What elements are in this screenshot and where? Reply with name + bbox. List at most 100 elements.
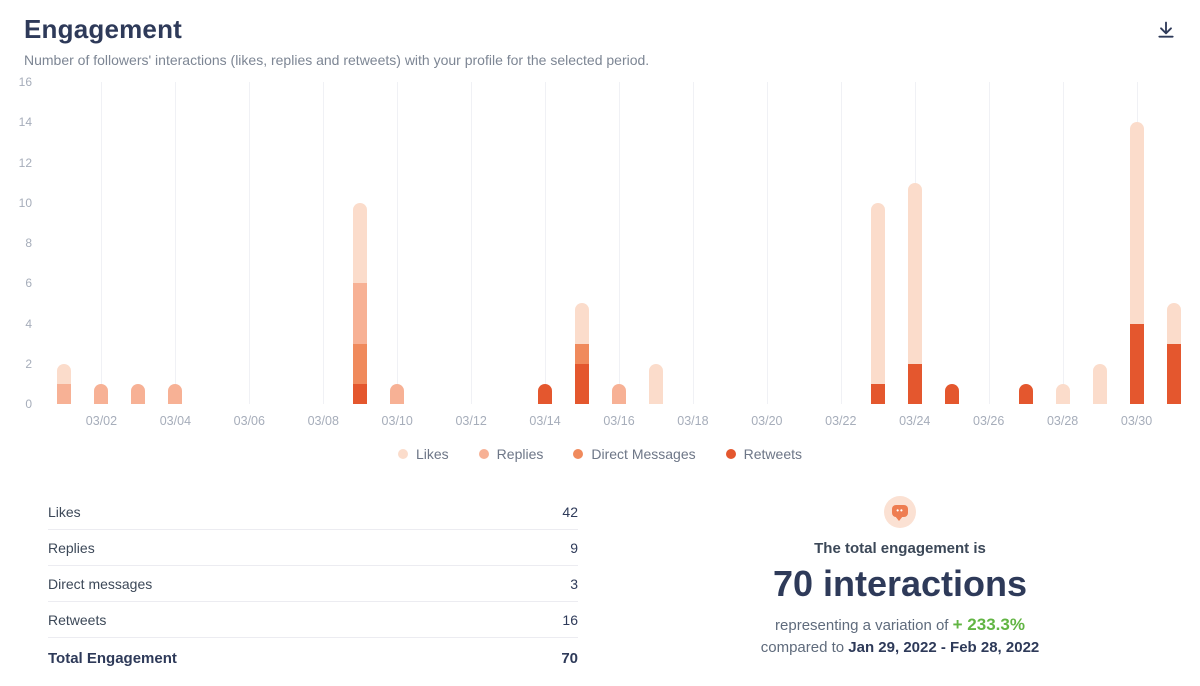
x-tick-label: 03/28 [1046, 414, 1079, 428]
summary-intro: The total engagement is [814, 540, 986, 557]
table-row-direct-messages: Direct messages 3 [48, 566, 578, 602]
bar-03/16[interactable] [612, 383, 626, 404]
gridline [840, 82, 842, 404]
bar-segment-retweets [870, 383, 885, 404]
direct-messages-dot-icon [573, 449, 584, 459]
replies-dot-icon [478, 449, 489, 459]
x-axis: 03/02 03/04 03/06 03/08 03/10 03/12 03/14 03/16… [46, 414, 1192, 432]
engagement-header: Engagement Number of followers' interact… [0, 0, 1200, 68]
legend-item-replies[interactable]: Replies [478, 446, 544, 462]
bar-03/23[interactable] [870, 202, 885, 404]
x-tick-label: 03/02 [85, 414, 118, 428]
gridline [766, 82, 768, 404]
y-tick-label: 16 [18, 75, 32, 89]
bar-03/02[interactable] [94, 383, 109, 404]
legend-label: Retweets [743, 446, 802, 462]
bar-03/15[interactable] [575, 303, 590, 404]
bar-segment-direct-messages [353, 343, 368, 384]
bar-03/14[interactable] [538, 383, 553, 404]
x-tick-label: 03/26 [973, 414, 1005, 428]
bar-segment-retweets [538, 383, 553, 404]
x-tick-label: 03/14 [529, 414, 561, 428]
stat-label: Direct messages [48, 575, 153, 592]
speech-bubble-icon: •• [884, 496, 916, 528]
x-tick-label: 03/12 [455, 414, 487, 428]
gridline [988, 82, 990, 404]
bar-03/24[interactable] [907, 182, 922, 404]
bar-03/25[interactable] [944, 383, 959, 404]
legend-label: Replies [496, 446, 544, 462]
bar-segment-replies [168, 383, 183, 404]
comparison-line: compared to Jan 29, 2022 - Feb 28, 2022 [761, 639, 1040, 656]
stat-label: Likes [48, 503, 81, 520]
y-tick-label: 14 [18, 115, 32, 130]
stat-value: 3 [570, 575, 578, 592]
gridline [1062, 82, 1064, 404]
bar-segment-likes [1129, 122, 1144, 324]
total-engagement-summary: •• The total engagement is 70 interactio… [578, 494, 1176, 678]
bar-03/29[interactable] [1092, 363, 1107, 404]
bar-segment-likes [353, 202, 368, 284]
bar-segment-likes [1055, 383, 1070, 404]
engagement-chart: 0 2 4 6 8 10 12 14 16 [0, 75, 1200, 411]
y-tick-label: 4 [25, 316, 32, 331]
legend-label: Direct Messages [591, 446, 696, 462]
compare-prefix: compared to [760, 639, 845, 656]
bar-segment-likes [57, 363, 72, 384]
bar-03/27[interactable] [1018, 383, 1033, 404]
bar-segment-retweets [907, 363, 922, 404]
bar-03/03[interactable] [131, 383, 146, 404]
bar-03/04[interactable] [168, 383, 183, 404]
bar-segment-replies [57, 383, 72, 404]
bar-segment-retweets [1166, 343, 1181, 404]
gridline [619, 82, 620, 404]
bar-03/10[interactable] [390, 383, 405, 404]
download-button[interactable] [1152, 16, 1180, 47]
bar-segment-likes [1092, 363, 1107, 404]
variation-prefix: representing a variation of [775, 617, 949, 634]
bar-03/01[interactable] [57, 363, 72, 404]
chart-legend: Likes Replies Direct Messages Retweets [0, 446, 1200, 462]
likes-dot-icon [397, 449, 408, 459]
bar-segment-likes [575, 303, 590, 344]
bubble-shape: •• [892, 505, 908, 521]
bottom-section: Likes 42 Replies 9 Direct messages 3 Ret… [0, 494, 1200, 678]
stat-value: 42 [562, 503, 578, 520]
legend-item-likes[interactable]: Likes [397, 446, 449, 462]
compare-date-range: Jan 29, 2022 - Feb 28, 2022 [848, 639, 1040, 656]
stat-label: Retweets [48, 611, 107, 628]
bubble-dots: •• [896, 506, 904, 515]
download-icon [1156, 21, 1176, 43]
total-value: 70 [561, 649, 578, 667]
y-tick-label: 2 [25, 356, 32, 371]
gridline [249, 82, 251, 404]
x-tick-label: 03/20 [751, 414, 783, 428]
bar-segment-likes [907, 182, 922, 364]
bar-segment-replies [94, 383, 109, 404]
bar-03/09[interactable] [353, 202, 368, 404]
bar-segment-retweets [1018, 383, 1033, 404]
y-tick-label: 6 [25, 276, 32, 291]
table-row-likes: Likes 42 [48, 494, 578, 530]
bar-03/28[interactable] [1055, 383, 1070, 404]
legend-item-direct-messages[interactable]: Direct Messages [573, 446, 696, 462]
table-row-replies: Replies 9 [48, 530, 578, 566]
page-subtitle: Number of followers' interactions (likes… [24, 52, 650, 68]
x-tick-label: 03/06 [233, 414, 265, 428]
x-tick-label: 03/22 [825, 414, 857, 428]
x-tick-label: 03/30 [1120, 414, 1153, 428]
table-row-retweets: Retweets 16 [48, 602, 578, 638]
bar-03/17[interactable] [648, 363, 663, 404]
variation-value: + 233.3% [952, 615, 1025, 634]
bar-segment-likes [1166, 303, 1181, 344]
legend-item-retweets[interactable]: Retweets [725, 446, 802, 462]
stat-value: 16 [562, 611, 578, 628]
bar-03/30[interactable] [1129, 122, 1144, 404]
gridline [545, 82, 547, 404]
y-axis: 0 2 4 6 8 10 12 14 16 [0, 75, 38, 411]
legend-label: Likes [415, 446, 449, 462]
bar-03/31[interactable] [1166, 303, 1181, 404]
bar-segment-direct-messages [575, 343, 590, 364]
x-tick-label: 03/10 [381, 414, 413, 428]
stat-label: Replies [48, 539, 95, 556]
